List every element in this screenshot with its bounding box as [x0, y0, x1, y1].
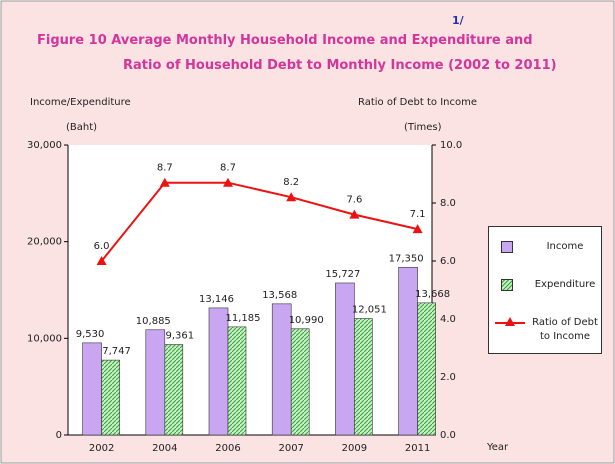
data-label: 15,727 [325, 269, 360, 280]
bar [82, 342, 102, 436]
marker [286, 192, 297, 202]
y-tick-label: 10,000 [27, 333, 62, 344]
data-label: 7,747 [102, 346, 131, 357]
bar [417, 302, 436, 436]
x-tick-label: 2011 [405, 443, 430, 454]
chart-subtitle: Ratio of Household Debt to Monthly Incom… [123, 58, 557, 73]
data-label: 17,350 [389, 253, 424, 264]
marker [223, 177, 233, 187]
x-tick-label: 2004 [152, 443, 177, 454]
data-label: 13,146 [199, 294, 234, 305]
legend-swatch [501, 279, 513, 291]
y2-tick-label: 6.0 [440, 256, 456, 267]
y2-tick-label: 8.0 [440, 198, 456, 209]
y-tick-label: 30,000 [27, 140, 62, 151]
bar [354, 318, 373, 436]
bar [164, 344, 184, 436]
legend: Income Expenditure Ratio of Debt to Income [488, 226, 602, 354]
bar [290, 328, 310, 436]
title-note: 1/ [452, 14, 465, 27]
bar [101, 359, 120, 436]
data-label: 7.6 [346, 195, 362, 206]
data-label: 13,568 [262, 290, 297, 301]
x-tick-label: 2006 [215, 443, 240, 454]
y2-tick-label: 2.0 [440, 372, 456, 383]
data-label: 6.0 [94, 241, 110, 252]
marker [349, 209, 360, 219]
y-tick-label: 20,000 [27, 237, 62, 248]
line [100, 181, 418, 262]
data-label: 7.1 [410, 209, 426, 220]
y2-tick-label: 10.0 [440, 140, 462, 151]
x-tick-label: 2002 [89, 443, 114, 454]
y2-tick-label: 4.0 [440, 314, 456, 325]
legend-label: Expenditure [534, 279, 596, 290]
x-axis-label: Year [486, 442, 509, 453]
data-label: 8.2 [283, 177, 299, 188]
data-label: 12,051 [352, 305, 387, 316]
legend-label: Ratio of Debt to Income [532, 317, 598, 342]
data-label: 11,185 [226, 313, 261, 324]
bar [208, 307, 229, 436]
legend-label: Income [546, 241, 584, 252]
bar [227, 326, 247, 436]
y2-tick-label: 0.0 [440, 430, 456, 441]
marker [412, 224, 423, 234]
y-axis-unit: (Baht) [66, 122, 97, 133]
data-label: 10,885 [136, 316, 171, 327]
data-label: 9,530 [76, 329, 105, 340]
data-label: 8.7 [220, 163, 236, 174]
x-tick-label: 2009 [342, 443, 367, 454]
data-label: 13,668 [415, 289, 450, 300]
data-label: 8.7 [157, 163, 173, 174]
y2-axis-unit: (Times) [404, 122, 442, 133]
marker [96, 256, 107, 265]
y2-axis-label: Ratio of Debt to Income [358, 97, 477, 108]
legend-swatch [495, 317, 525, 326]
data-label: 9,361 [165, 331, 194, 342]
chart-title: Figure 10 Average Monthly Household Inco… [37, 33, 533, 48]
y-axis-label: Income/Expenditure [30, 97, 131, 108]
legend-swatch [501, 241, 513, 253]
data-label: 10,990 [289, 315, 324, 326]
bar [145, 329, 166, 436]
y-tick-label: 0 [56, 430, 62, 441]
x-tick-label: 2007 [278, 443, 303, 454]
marker [159, 177, 170, 187]
